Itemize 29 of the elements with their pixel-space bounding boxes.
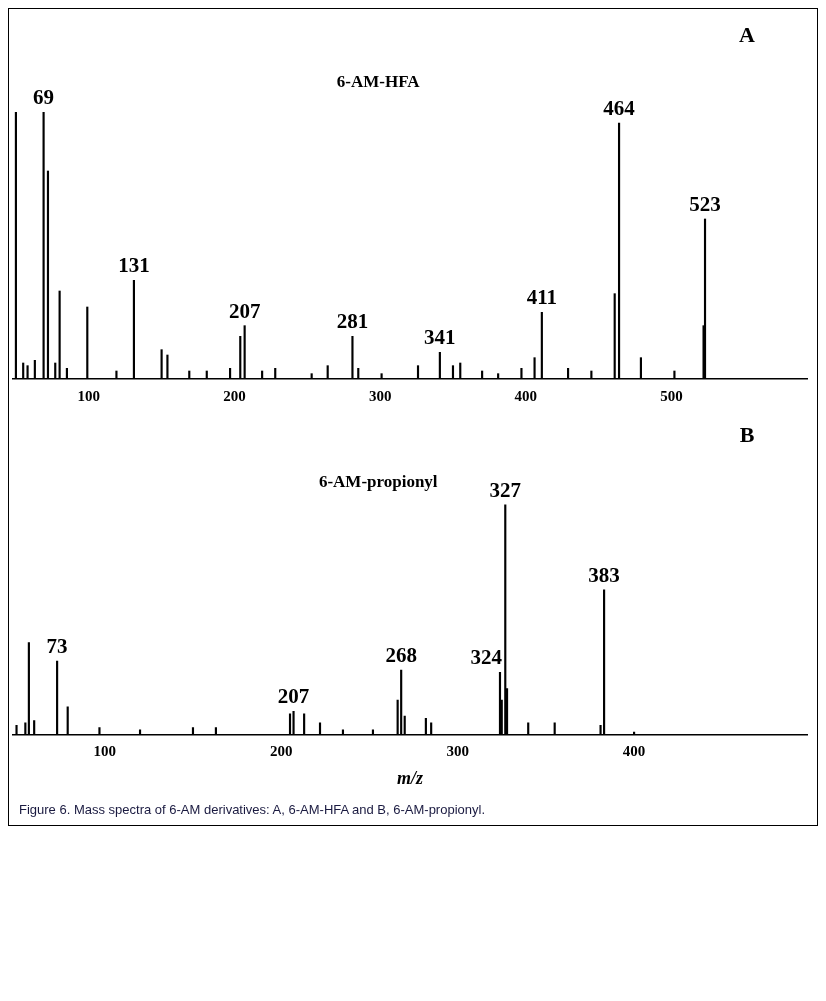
annotation: 268 (385, 643, 417, 668)
x-tick-label: 300 (446, 743, 469, 760)
x-tick-label: 200 (269, 743, 293, 760)
annotation: 207 (228, 298, 261, 323)
annotation: 411 (526, 285, 558, 310)
x-tick-label: 400 (622, 743, 646, 760)
x-tick-label: 100 (77, 387, 101, 404)
annotation: 341 (424, 325, 456, 350)
chart-subtitle: 6-AM-HFA (336, 71, 421, 91)
chart-title: A (739, 21, 756, 47)
annotation: 281 (336, 309, 369, 334)
annotation: 131 (118, 253, 150, 278)
x-tick-label: 200 (223, 387, 246, 404)
annotation: 73 (46, 633, 68, 658)
annotation: 523 (689, 191, 721, 216)
annotation: 69 (33, 85, 55, 110)
chart-title: B (739, 421, 755, 447)
caption: Figure 6. Mass spectra of 6-AM derivatives: A, 6-AM-HFA and B, 6-AM-propionyl. (18, 801, 486, 819)
x-tick-label: 300 (368, 387, 392, 404)
annotation: 383 (588, 562, 620, 587)
annotation: 324 (470, 645, 503, 670)
x-tick-label: 400 (514, 387, 538, 404)
x-tick-label: 500 (660, 387, 683, 404)
annotation: 464 (603, 95, 636, 120)
annotation: 327 (489, 477, 522, 502)
annotation: 207 (277, 684, 310, 709)
x-axis-title: m/z (396, 767, 424, 788)
x-tick-label: 100 (93, 743, 116, 760)
chart-subtitle: 6-AM-propionyl (318, 471, 438, 491)
